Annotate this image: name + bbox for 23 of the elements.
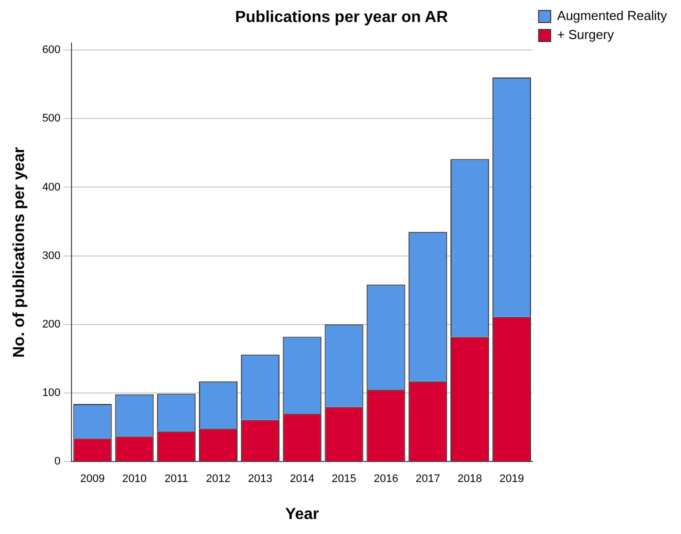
y-tick-label: 200 [42,318,61,330]
x-axis-title: Year [285,506,320,523]
x-tick-label: 2012 [206,473,231,486]
y-tick-label: 0 [54,456,61,468]
y-tick-label: 100 [42,387,61,400]
x-tick-label: 2010 [122,473,147,486]
x-tick-label: 2013 [248,473,272,486]
y-tick-label: 500 [42,112,61,125]
x-tick-label: 2015 [332,473,356,486]
x-tick-label: 2018 [458,473,482,486]
legend-label: Augmented Reality [557,8,668,24]
x-tick-label: 2011 [164,473,188,486]
y-tick-label: 400 [42,181,61,194]
y-tick-label: 300 [42,250,61,262]
x-tick-label: 2014 [290,473,314,486]
y-axis-title: No. of publications per year [11,147,28,358]
y-tick-label: 600 [42,44,61,56]
chart-title: Publications per year on AR [235,9,448,26]
x-tick-label: 2019 [499,473,524,486]
legend-label: + Surgery [557,27,614,42]
x-tick-label: 2016 [374,473,398,486]
x-tick-label: 2009 [80,473,105,486]
x-tick-label: 2017 [416,473,440,486]
